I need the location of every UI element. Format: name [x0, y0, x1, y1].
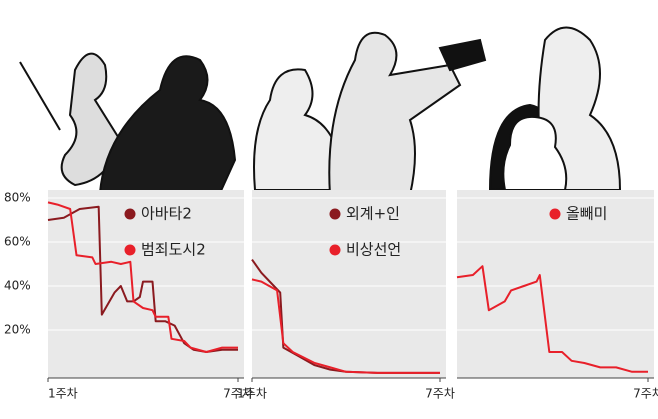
series-line	[47, 201, 238, 353]
y-tick-label: 40%	[4, 279, 31, 293]
illustrations	[19, 26, 622, 196]
figure	[328, 31, 462, 196]
legend-label: 아바타2	[141, 205, 192, 223]
panel-background	[48, 190, 244, 378]
legend-label: 범죄도시2	[141, 241, 206, 259]
legend-label: 비상선언	[346, 241, 401, 259]
x-tick-label: 1주차	[237, 387, 267, 401]
gun	[438, 38, 487, 72]
series-line	[251, 278, 440, 374]
legend-label: 외계+인	[346, 205, 400, 223]
legend-label: 올빼미	[566, 205, 607, 223]
spear	[19, 61, 61, 131]
panel-background	[457, 190, 654, 378]
figure	[98, 55, 237, 194]
legend-marker	[124, 244, 136, 256]
figure	[502, 115, 568, 191]
panel-background	[252, 190, 446, 378]
x-tick-label: 7주차	[223, 387, 253, 401]
y-tick-label: 60%	[4, 235, 31, 249]
x-tick-label: 7주차	[425, 387, 455, 401]
series-line	[456, 265, 648, 373]
x-tick-label: 7주차	[633, 387, 658, 401]
legend-marker	[124, 208, 136, 220]
x-tick-label: 1주차	[48, 387, 78, 401]
legend-marker	[329, 208, 341, 220]
y-tick-label: 20%	[4, 323, 31, 337]
legend-marker	[329, 244, 341, 256]
figure	[253, 68, 347, 191]
legend-marker	[549, 208, 561, 220]
y-tick-label: 80%	[4, 191, 31, 205]
